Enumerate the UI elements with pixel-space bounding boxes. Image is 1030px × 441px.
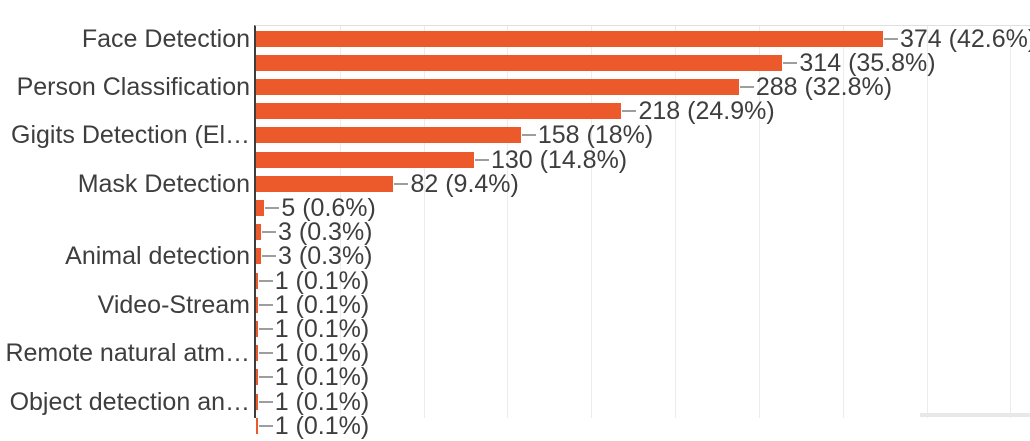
gridline <box>675 26 677 418</box>
value-label-stem <box>262 231 277 234</box>
value-label-stem <box>258 424 273 427</box>
value-label-stem <box>258 279 273 282</box>
category-label: Animal detection <box>65 242 250 271</box>
value-label: 374 (42.6%) <box>900 24 1030 53</box>
bar[interactable] <box>256 248 262 265</box>
category-axis-labels: Face Detection Person Classification Gig… <box>0 0 250 417</box>
gridline <box>842 26 844 418</box>
category-label: Face Detection <box>81 24 250 53</box>
category-label: Remote natural atm… <box>5 339 250 368</box>
bar[interactable] <box>256 175 394 192</box>
value-label: 314 (35.8%) <box>799 48 936 77</box>
value-label-stem <box>783 61 798 64</box>
value-label-stem <box>474 158 489 161</box>
value-label: 1 (0.1%) <box>274 290 370 319</box>
category-label: Object detection an… <box>9 387 250 416</box>
value-label-stem <box>258 352 273 355</box>
value-label: 1 (0.1%) <box>274 411 370 440</box>
value-label: 5 (0.6%) <box>281 193 376 222</box>
value-label: 130 (14.8%) <box>490 145 628 174</box>
gridline <box>339 26 341 418</box>
gridline <box>758 26 760 418</box>
bar[interactable] <box>256 296 258 313</box>
value-label-stem <box>622 110 637 113</box>
value-label: 1 (0.1%) <box>274 266 370 295</box>
value-label-stem <box>521 134 536 137</box>
value-label-stem <box>884 37 898 40</box>
plot-area: 374 (42.6%) 314 (35.8%) 288 (32.8%) 218 … <box>254 24 1030 440</box>
bar[interactable] <box>256 151 474 168</box>
bar[interactable] <box>256 78 739 95</box>
bar[interactable] <box>256 320 258 337</box>
bar[interactable] <box>256 369 258 386</box>
gridline <box>926 26 928 418</box>
value-label: 1 (0.1%) <box>274 339 370 368</box>
value-label: 3 (0.3%) <box>278 242 373 271</box>
value-label: 82 (9.4%) <box>410 169 519 198</box>
value-label-stem <box>739 85 754 88</box>
gridline <box>507 26 509 418</box>
bar[interactable] <box>256 199 265 216</box>
category-label: Person Classification <box>16 72 250 101</box>
gridline <box>591 26 593 418</box>
gridline <box>423 26 425 418</box>
gridline <box>1010 26 1012 418</box>
bar[interactable] <box>256 224 262 241</box>
value-label-stem <box>394 182 409 185</box>
category-label: Video-Stream <box>97 290 250 319</box>
value-label-stem <box>258 376 273 379</box>
category-label: Mask Detection <box>77 169 250 198</box>
value-label: 288 (32.8%) <box>755 72 893 101</box>
bar[interactable] <box>256 127 521 144</box>
value-label-stem <box>258 327 273 330</box>
value-label: 158 (18%) <box>537 121 654 150</box>
bar[interactable] <box>256 345 258 362</box>
bar[interactable] <box>256 393 258 410</box>
category-label: Gigits Detection (El… <box>11 121 250 150</box>
value-label-stem <box>265 206 280 209</box>
value-label: 1 (0.1%) <box>274 363 370 392</box>
bottom-right-edge-strip <box>920 413 1030 417</box>
bar[interactable] <box>256 54 783 71</box>
value-label: 218 (24.9%) <box>638 97 775 126</box>
value-label-stem <box>262 255 277 258</box>
value-label: 1 (0.1%) <box>274 387 370 416</box>
value-label-stem <box>258 303 273 306</box>
bar[interactable] <box>256 30 883 47</box>
value-label: 3 (0.3%) <box>278 218 373 247</box>
bar[interactable] <box>256 417 258 434</box>
value-label-stem <box>258 400 273 403</box>
bar[interactable] <box>256 272 258 289</box>
value-label: 1 (0.1%) <box>274 314 370 343</box>
bar[interactable] <box>256 103 622 120</box>
